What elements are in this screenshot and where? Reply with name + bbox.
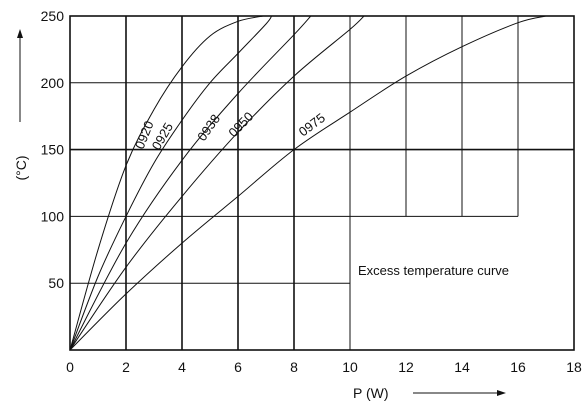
x-tick-6: 6 <box>234 359 242 375</box>
y-tick-50: 50 <box>48 275 64 291</box>
y-axis-arrow <box>17 29 23 122</box>
x-tick-4: 4 <box>178 359 186 375</box>
x-tick-10: 10 <box>342 359 358 375</box>
curves <box>69 15 547 351</box>
curve-0950 <box>69 15 365 351</box>
x-tick-2: 2 <box>122 359 130 375</box>
curve-0975 <box>69 15 547 351</box>
y-tick-200: 200 <box>41 75 65 91</box>
x-tick-8: 8 <box>290 359 298 375</box>
annotation-text: Excess temperature curve <box>358 263 509 278</box>
y-tick-250: 250 <box>41 8 65 24</box>
x-tick-18: 18 <box>566 359 582 375</box>
x-tick-12: 12 <box>398 359 414 375</box>
y-axis-label: (°C) <box>13 155 29 180</box>
x-axis-arrow <box>413 390 506 396</box>
plot-border <box>69 15 575 351</box>
tick-labels: 0 2 4 6 8 10 12 14 16 18 50 100 150 200 250 <box>41 8 582 375</box>
x-tick-14: 14 <box>454 359 470 375</box>
curve-label-0950: 0950 <box>225 109 256 140</box>
y-tick-100: 100 <box>41 208 65 224</box>
curve-label-0938: 0938 <box>194 111 223 143</box>
curve-label-0975: 0975 <box>296 110 328 139</box>
curve-0938 <box>69 15 312 351</box>
curve-0920 <box>69 15 264 351</box>
x-tick-0: 0 <box>66 359 74 375</box>
grid <box>70 16 574 350</box>
annotation-box <box>352 250 572 288</box>
curve-0925 <box>69 15 273 351</box>
x-axis-label: P (W) <box>353 385 389 401</box>
plot-frame <box>69 15 575 351</box>
y-tick-150: 150 <box>41 142 65 158</box>
x-tick-16: 16 <box>510 359 526 375</box>
